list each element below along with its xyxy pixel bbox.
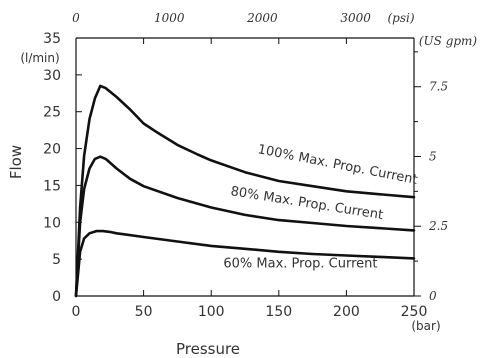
series-line-2 (74, 155, 416, 298)
secondary-x-unit-label: (psi) (387, 11, 414, 25)
secondary-x-tick-label: 3000 (340, 11, 371, 25)
x-tick-label: 50 (135, 304, 153, 320)
y-tick-label: 5 (52, 252, 61, 268)
series-layer (74, 84, 416, 298)
secondary-x-tick-label: 2000 (246, 11, 278, 25)
x-unit-label: (bar) (411, 319, 440, 333)
y-tick-label: 30 (43, 68, 61, 84)
x-axis-label: Pressure (176, 340, 240, 358)
secondary-y-tick-label: 0 (429, 289, 437, 303)
series-annotation-3: 60% Max. Prop. Current (223, 256, 377, 271)
y-tick-label: 15 (43, 178, 61, 194)
y-unit-label: (l/min) (20, 51, 59, 65)
x-tick-label: 250 (401, 304, 428, 320)
secondary-x-tick-label: 0 (72, 11, 80, 25)
x-tick-label: 150 (265, 304, 292, 320)
series-line-3 (74, 229, 416, 298)
x-tick-label: 100 (198, 304, 225, 320)
secondary-y-unit-label: (US gpm) (419, 34, 478, 48)
y-tick-label: 20 (43, 142, 61, 158)
axes-layer (75, 37, 415, 297)
y-tick-label: 10 (43, 215, 61, 231)
secondary-y-tick-label: 2.5 (428, 219, 448, 233)
x-tick-label: 200 (333, 304, 360, 320)
secondary-y-tick-label: 7.5 (429, 80, 448, 94)
y-tick-label: 0 (52, 289, 61, 305)
y-axis-label: Flow (7, 145, 25, 179)
x-tick-label: 0 (72, 304, 81, 320)
series-line-1 (74, 84, 416, 298)
secondary-y-tick-label: 5 (429, 149, 437, 163)
secondary-x-tick-label: 1000 (154, 11, 185, 25)
y-tick-label: 35 (43, 31, 61, 47)
y-tick-label: 25 (43, 105, 61, 121)
